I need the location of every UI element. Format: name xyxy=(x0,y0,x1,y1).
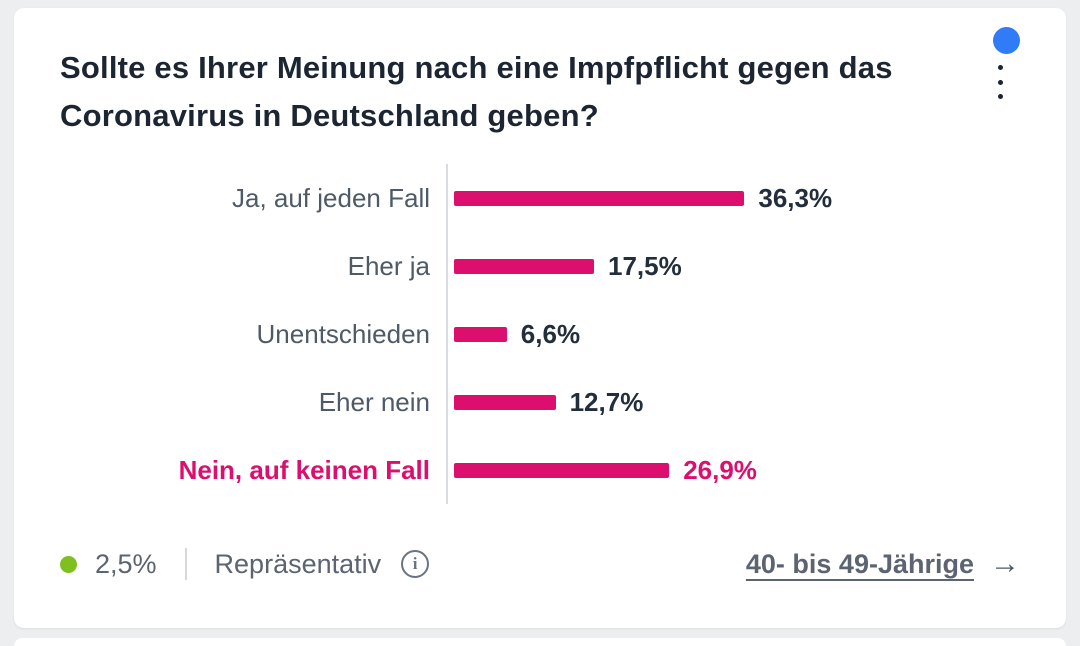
bar xyxy=(454,258,594,274)
info-icon[interactable]: i xyxy=(401,550,430,578)
next-card-peek xyxy=(14,638,1066,646)
answer-row[interactable]: Eher nein 12,7% xyxy=(60,368,1020,436)
bar-area: 36,3% xyxy=(446,164,1020,232)
bar-area: 26,9% xyxy=(446,436,1020,504)
category-label: Eher nein xyxy=(318,386,430,417)
bar xyxy=(454,326,507,342)
poll-card: Sollte es Ihrer Meinung nach eine Impfpf… xyxy=(14,8,1066,628)
answer-row[interactable]: Unentschieden 6,6% xyxy=(60,300,1020,368)
kebab-dot xyxy=(997,94,1003,99)
value-label: 36,3% xyxy=(758,182,833,213)
bar xyxy=(454,394,556,410)
value-label: 12,7% xyxy=(569,386,644,417)
value-label: 26,9% xyxy=(683,454,757,485)
bar xyxy=(454,190,745,206)
category-label: Nein, auf keinen Fall xyxy=(178,454,430,485)
arrow-right-icon: → xyxy=(990,547,1020,580)
audience-link-label: 40- bis 49-Jährige xyxy=(745,548,974,579)
value-label: 17,5% xyxy=(608,250,682,281)
error-margin-value: 2,5% xyxy=(95,548,157,579)
bar-area: 12,7% xyxy=(446,368,1020,436)
answer-row[interactable]: Eher ja 17,5% xyxy=(60,232,1020,300)
representative-label: Repräsentativ xyxy=(214,548,382,579)
category-label: Unentschieden xyxy=(256,318,430,349)
category-label: Ja, auf jeden Fall xyxy=(231,182,430,213)
answer-row-highlighted[interactable]: Nein, auf keinen Fall 26,9% xyxy=(60,436,1020,504)
bar-chart: Ja, auf jeden Fall 36,3% Eher ja 17,5% U… xyxy=(60,164,1020,504)
notification-dot-icon[interactable] xyxy=(993,27,1020,54)
kebab-dot xyxy=(997,79,1003,85)
bar xyxy=(454,462,670,478)
error-margin-dot-icon xyxy=(60,555,77,573)
bar-area: 17,5% xyxy=(446,232,1020,300)
bar-area: 6,6% xyxy=(446,300,1020,368)
kebab-dot xyxy=(997,65,1003,70)
value-label: 6,6% xyxy=(520,318,581,349)
answer-row[interactable]: Ja, auf jeden Fall 36,3% xyxy=(60,164,1020,232)
category-label: Eher ja xyxy=(347,250,430,281)
card-footer: 2,5% Repräsentativ i 40- bis 49-Jährige … xyxy=(60,534,1020,594)
footer-divider xyxy=(184,548,187,580)
poll-question-title: Sollte es Ihrer Meinung nach eine Impfpf… xyxy=(60,50,893,133)
audience-link[interactable]: 40- bis 49-Jährige → xyxy=(746,547,1020,581)
kebab-menu-icon[interactable] xyxy=(996,65,1004,99)
